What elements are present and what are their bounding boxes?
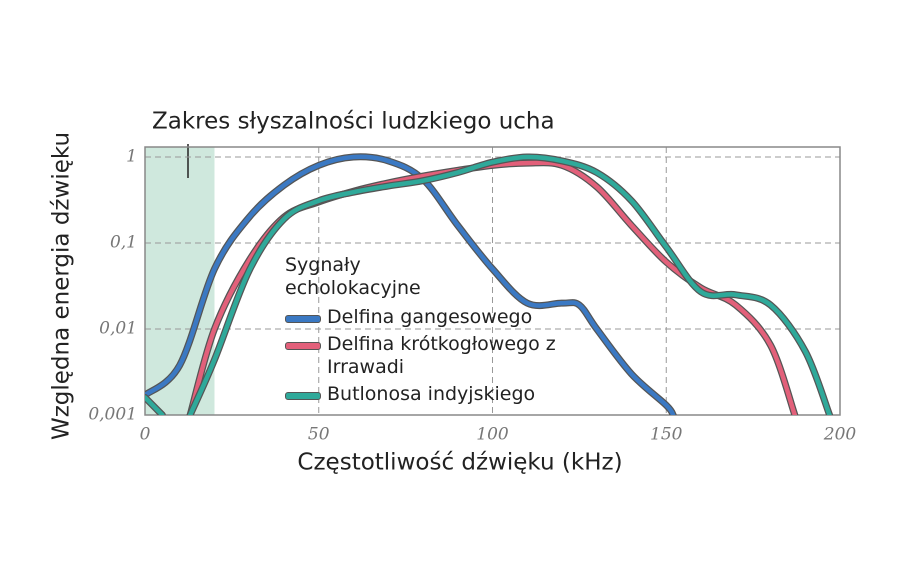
x-tick-label: 200	[823, 425, 857, 445]
y-tick-label: 0,001	[88, 405, 137, 425]
plot-frame	[144, 146, 841, 416]
y-axis-label: Względna energia dźwięku	[49, 132, 75, 440]
legend-label: Delfina krótkogłowego z Irrawadi	[327, 333, 556, 378]
line	[145, 154, 676, 415]
series	[145, 153, 834, 415]
x-tick-label: 100	[476, 425, 509, 445]
legend-item: Butlonosa indyjskiego	[285, 383, 597, 406]
legend-swatch	[285, 315, 321, 323]
y-tick-label: 0,01	[99, 319, 137, 339]
x-tick-label: 0	[140, 425, 151, 445]
legend: Sygnały echolokacyjne Delfina gangesoweg…	[285, 254, 597, 410]
series	[145, 153, 677, 415]
legend-swatch	[285, 392, 321, 400]
line	[145, 395, 165, 415]
legend-item: Delfina gangesowego	[285, 306, 597, 329]
y-tick-label: 0,1	[110, 233, 137, 253]
x-axis-label: Częstotliwość dźwięku (kHz)	[297, 450, 622, 476]
x-tick-label: 150	[650, 425, 683, 445]
legend-swatch	[285, 342, 321, 350]
legend-label: Delfina gangesowego	[327, 306, 533, 328]
legend-title: Sygnały echolokacyjne	[285, 254, 421, 299]
x-tick-label: 50	[308, 425, 330, 445]
legend-item: Delfina krótkogłowego z Irrawadi	[285, 333, 597, 379]
legend-label: Butlonosa indyjskiego	[327, 383, 536, 405]
annotation: Zakres słyszalności ludzkiego ucha	[152, 109, 555, 135]
line	[187, 154, 832, 415]
y-tick-label: 1	[126, 147, 137, 167]
